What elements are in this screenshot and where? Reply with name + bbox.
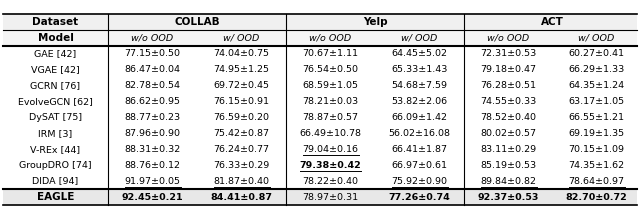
Text: 66.29±1.33: 66.29±1.33 <box>568 65 625 74</box>
Text: 87.96±0.90: 87.96±0.90 <box>125 129 180 138</box>
Text: w/o OOD: w/o OOD <box>309 33 351 42</box>
Text: ACT: ACT <box>541 17 563 27</box>
Text: 75.42±0.87: 75.42±0.87 <box>214 129 269 138</box>
Text: 66.41±1.87: 66.41±1.87 <box>392 145 447 154</box>
Text: 74.04±0.75: 74.04±0.75 <box>214 50 269 58</box>
Text: VGAE [42]: VGAE [42] <box>31 65 80 74</box>
Text: 91.97±0.05: 91.97±0.05 <box>125 177 180 186</box>
Text: w/ OOD: w/ OOD <box>223 33 260 42</box>
Text: Dataset: Dataset <box>33 17 79 27</box>
Text: EAGLE: EAGLE <box>37 192 74 202</box>
Text: EvolveGCN [62]: EvolveGCN [62] <box>18 97 93 106</box>
Text: 78.52±0.40: 78.52±0.40 <box>481 113 536 122</box>
Text: Yelp: Yelp <box>363 17 387 27</box>
Text: 56.02±16.08: 56.02±16.08 <box>388 129 451 138</box>
Text: 77.15±0.50: 77.15±0.50 <box>125 50 180 58</box>
Text: 86.62±0.95: 86.62±0.95 <box>125 97 180 106</box>
Text: 86.47±0.04: 86.47±0.04 <box>125 65 180 74</box>
Text: 76.33±0.29: 76.33±0.29 <box>213 161 269 170</box>
Text: DIDA [94]: DIDA [94] <box>33 177 79 186</box>
Bar <box>3 30 637 46</box>
Text: 74.95±1.25: 74.95±1.25 <box>214 65 269 74</box>
Text: 78.21±0.03: 78.21±0.03 <box>303 97 358 106</box>
Text: GroupDRO [74]: GroupDRO [74] <box>19 161 92 170</box>
Text: 76.28±0.51: 76.28±0.51 <box>481 81 536 90</box>
Text: 92.45±0.21: 92.45±0.21 <box>122 192 183 202</box>
Text: 76.24±0.77: 76.24±0.77 <box>214 145 269 154</box>
Text: 72.31±0.53: 72.31±0.53 <box>481 50 536 58</box>
Text: 74.55±0.33: 74.55±0.33 <box>481 97 536 106</box>
Text: 80.02±0.57: 80.02±0.57 <box>481 129 536 138</box>
Bar <box>3 14 637 30</box>
Text: 78.97±0.31: 78.97±0.31 <box>303 192 358 202</box>
Text: V-REx [44]: V-REx [44] <box>31 145 81 154</box>
Text: 53.82±2.06: 53.82±2.06 <box>392 97 447 106</box>
Text: 75.92±0.90: 75.92±0.90 <box>392 177 447 186</box>
Text: COLLAB: COLLAB <box>174 17 220 27</box>
Text: 88.77±0.23: 88.77±0.23 <box>124 113 180 122</box>
Text: 76.54±0.50: 76.54±0.50 <box>303 65 358 74</box>
Text: w/o OOD: w/o OOD <box>131 33 173 42</box>
Text: IRM [3]: IRM [3] <box>38 129 72 138</box>
Text: 89.84±0.82: 89.84±0.82 <box>481 177 536 186</box>
Text: 81.87±0.40: 81.87±0.40 <box>214 177 269 186</box>
Text: 83.11±0.29: 83.11±0.29 <box>481 145 536 154</box>
Text: 82.70±0.72: 82.70±0.72 <box>566 192 627 202</box>
Text: 68.59±1.05: 68.59±1.05 <box>303 81 358 90</box>
Text: 92.37±0.53: 92.37±0.53 <box>478 192 539 202</box>
Text: 82.78±0.54: 82.78±0.54 <box>125 81 180 90</box>
Text: 78.64±0.97: 78.64±0.97 <box>568 177 625 186</box>
Text: 85.19±0.53: 85.19±0.53 <box>481 161 536 170</box>
Text: w/ OOD: w/ OOD <box>579 33 614 42</box>
Text: 78.22±0.40: 78.22±0.40 <box>303 177 358 186</box>
Text: GCRN [76]: GCRN [76] <box>31 81 81 90</box>
Text: 66.09±1.42: 66.09±1.42 <box>392 113 447 122</box>
Text: 79.38±0.42: 79.38±0.42 <box>300 161 362 170</box>
Text: 76.15±0.91: 76.15±0.91 <box>214 97 269 106</box>
Text: 60.27±0.41: 60.27±0.41 <box>568 50 625 58</box>
Text: 88.31±0.32: 88.31±0.32 <box>124 145 180 154</box>
Text: w/o OOD: w/o OOD <box>488 33 530 42</box>
Text: GAE [42]: GAE [42] <box>35 50 77 58</box>
Text: DySAT [75]: DySAT [75] <box>29 113 82 122</box>
Text: 54.68±7.59: 54.68±7.59 <box>392 81 447 90</box>
Text: 64.45±5.02: 64.45±5.02 <box>392 50 447 58</box>
Text: 76.59±0.20: 76.59±0.20 <box>214 113 269 122</box>
Text: 66.55±1.21: 66.55±1.21 <box>568 113 625 122</box>
Text: 77.26±0.74: 77.26±0.74 <box>388 192 451 202</box>
Text: 84.41±0.87: 84.41±0.87 <box>211 192 273 202</box>
Text: 66.49±10.78: 66.49±10.78 <box>300 129 362 138</box>
Text: 70.67±1.11: 70.67±1.11 <box>303 50 358 58</box>
Text: 79.18±0.47: 79.18±0.47 <box>481 65 536 74</box>
Text: 88.76±0.12: 88.76±0.12 <box>125 161 180 170</box>
Text: 65.33±1.43: 65.33±1.43 <box>391 65 448 74</box>
Text: 78.87±0.57: 78.87±0.57 <box>303 113 358 122</box>
Text: 70.15±1.09: 70.15±1.09 <box>568 145 625 154</box>
Text: 64.35±1.24: 64.35±1.24 <box>568 81 625 90</box>
Text: 69.19±1.35: 69.19±1.35 <box>568 129 625 138</box>
Text: 79.04±0.16: 79.04±0.16 <box>303 145 358 154</box>
Text: 66.97±0.61: 66.97±0.61 <box>392 161 447 170</box>
Text: 63.17±1.05: 63.17±1.05 <box>568 97 625 106</box>
Text: 74.35±1.62: 74.35±1.62 <box>568 161 625 170</box>
Text: w/ OOD: w/ OOD <box>401 33 438 42</box>
Text: 69.72±0.45: 69.72±0.45 <box>214 81 269 90</box>
Text: Model: Model <box>38 33 74 43</box>
Bar <box>3 189 637 205</box>
